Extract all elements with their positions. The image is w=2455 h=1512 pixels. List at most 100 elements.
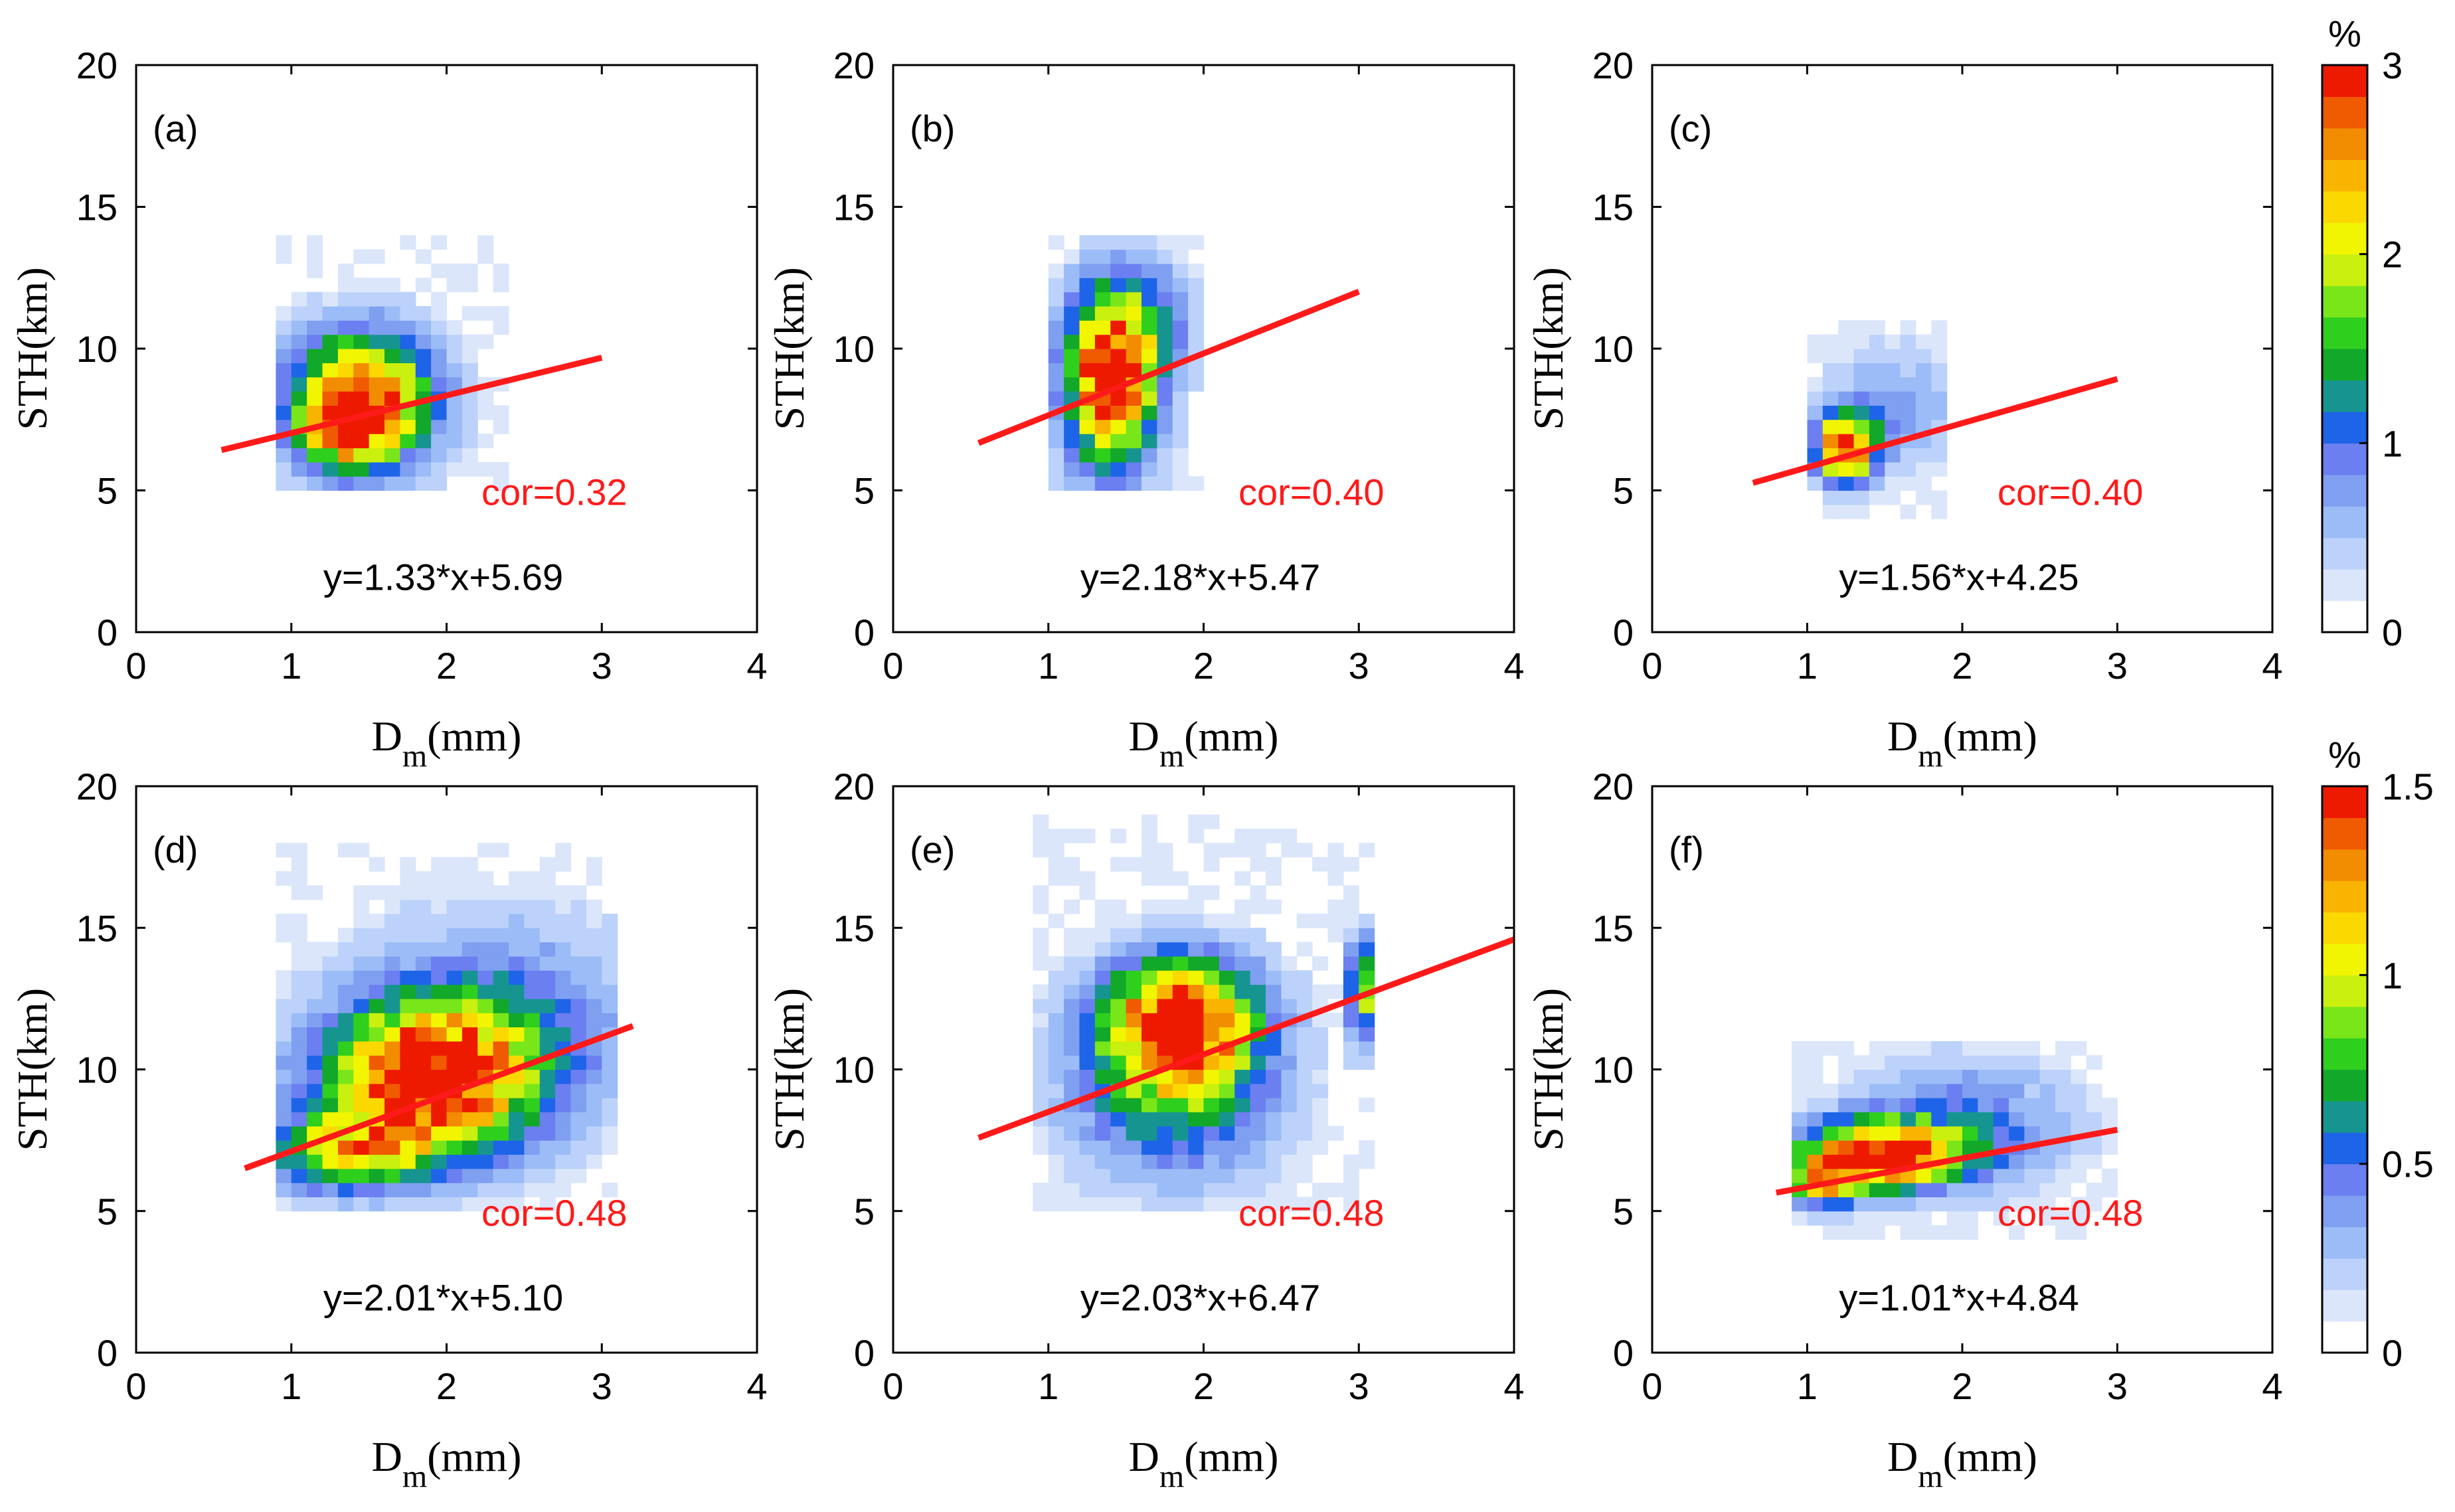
heatmap-cell <box>1946 1211 1963 1226</box>
heatmap-cell <box>570 1168 587 1183</box>
heatmap-cell <box>1915 334 1932 349</box>
heatmap-cell <box>2009 1112 2025 1127</box>
heatmap-cell <box>431 1168 448 1183</box>
heatmap-cell <box>369 1183 385 1198</box>
heatmap-cell <box>1064 334 1080 349</box>
heatmap-cell <box>1033 1041 1049 1056</box>
heatmap-cell <box>1931 1140 1948 1155</box>
heatmap-cell <box>1142 899 1157 914</box>
colorbar-segment <box>2322 222 2367 255</box>
heatmap-cell <box>431 1154 448 1169</box>
heatmap-cell <box>1281 1055 1298 1070</box>
heatmap-cell <box>1064 1069 1080 1084</box>
heatmap-cell <box>446 1027 463 1042</box>
heatmap-cell <box>1250 984 1266 999</box>
heatmap-cell <box>570 956 587 971</box>
heatmap-cell <box>1188 970 1205 985</box>
heatmap-cell <box>353 1140 370 1155</box>
heatmap-cell <box>291 1013 307 1028</box>
heatmap-cell <box>1838 476 1855 491</box>
heatmap-cell <box>2055 1055 2072 1070</box>
heatmap-cell <box>322 377 339 392</box>
heatmap-cell <box>462 305 478 321</box>
heatmap-cell <box>431 871 448 886</box>
heatmap-cell <box>1188 1154 1205 1169</box>
x-tick-label: 3 <box>1349 645 1369 687</box>
heatmap-cell <box>570 998 587 1013</box>
heatmap-cell <box>384 1098 400 1113</box>
heatmap-cell <box>493 419 509 434</box>
heatmap-cell <box>353 377 370 392</box>
heatmap-cell <box>1033 1069 1049 1084</box>
heatmap-cell <box>1172 1083 1189 1098</box>
heatmap-cell <box>1931 1112 1948 1127</box>
heatmap-cell <box>1853 490 1870 505</box>
heatmap-cell <box>477 1041 494 1056</box>
heatmap-cell <box>1033 1055 1049 1070</box>
heatmap-cell <box>400 1013 416 1028</box>
heatmap-cell <box>1250 956 1266 971</box>
heatmap-cell <box>539 1027 556 1042</box>
heatmap-cell <box>1869 405 1885 420</box>
heatmap-cell <box>307 448 323 463</box>
y-tick-label: 15 <box>76 907 118 949</box>
heatmap-cell <box>1915 490 1932 505</box>
heatmap-cell <box>1266 857 1282 872</box>
heatmap-cell <box>1234 956 1251 971</box>
colorbar-frame <box>2321 64 2369 633</box>
heatmap-cell <box>446 1140 463 1155</box>
heatmap-cell <box>1079 249 1096 264</box>
heatmap-cell <box>1900 504 1916 519</box>
heatmap-cell <box>291 843 307 858</box>
heatmap-cell <box>1946 1041 1963 1056</box>
heatmap-cell <box>1079 998 1096 1013</box>
heatmap-cell <box>1885 1126 1901 1141</box>
heatmap-cell <box>1157 334 1173 349</box>
heatmap-cell <box>1234 1069 1251 1084</box>
heatmap-cell <box>291 1027 307 1042</box>
heatmap-cell <box>493 899 509 914</box>
x-axis-title: Dm(mm) <box>1887 1433 2037 1494</box>
heatmap-cell <box>1094 970 1111 985</box>
heatmap-cell <box>1869 1083 1885 1098</box>
heatmap-cell <box>1343 1055 1359 1070</box>
y-tick-label: 20 <box>833 44 875 86</box>
heatmap-cell <box>1172 899 1189 914</box>
heatmap-cell <box>509 1183 525 1198</box>
heatmap-cell <box>1869 1154 1885 1169</box>
heatmap-cell <box>1126 1112 1142 1127</box>
heatmap-cell <box>415 956 432 971</box>
heatmap-cell <box>353 899 370 914</box>
heatmap-cell <box>1885 1197 1901 1212</box>
heatmap-cell <box>1064 857 1080 872</box>
heatmap-cell <box>353 885 370 900</box>
heatmap-cell <box>1079 334 1096 349</box>
heatmap-cell <box>1962 1140 1978 1155</box>
heatmap-cell <box>322 476 339 491</box>
heatmap-cell <box>1250 843 1266 858</box>
heatmap-cell <box>1188 263 1205 278</box>
heatmap-cell <box>1142 928 1157 943</box>
heatmap-cell <box>493 1041 509 1056</box>
heatmap-cell <box>477 1183 494 1198</box>
heatmap-cell <box>384 1083 400 1098</box>
heatmap-cell <box>2039 1211 2056 1226</box>
heatmap-cell <box>1312 984 1329 999</box>
correlation-label: cor=0.48 <box>1238 1192 1385 1234</box>
heatmap-cell <box>1094 1041 1111 1056</box>
heatmap-cell <box>353 1055 370 1070</box>
heatmap-cell <box>2039 1126 2056 1141</box>
x-axis-title-unit: (mm) <box>427 1433 521 1480</box>
regression-line <box>220 355 603 454</box>
heatmap-cell <box>322 1027 339 1042</box>
heatmap-cell <box>2009 1154 2025 1169</box>
heatmap-cell <box>1853 1211 1870 1226</box>
heatmap-cell <box>400 1083 416 1098</box>
heatmap-cell <box>322 1055 339 1070</box>
heatmap-cell <box>509 899 525 914</box>
colorbar-segment <box>2322 569 2367 602</box>
heatmap-cell <box>524 1083 541 1098</box>
heatmap-cell <box>1048 1154 1064 1169</box>
heatmap-cell <box>384 462 400 477</box>
heatmap-cell <box>353 391 370 406</box>
